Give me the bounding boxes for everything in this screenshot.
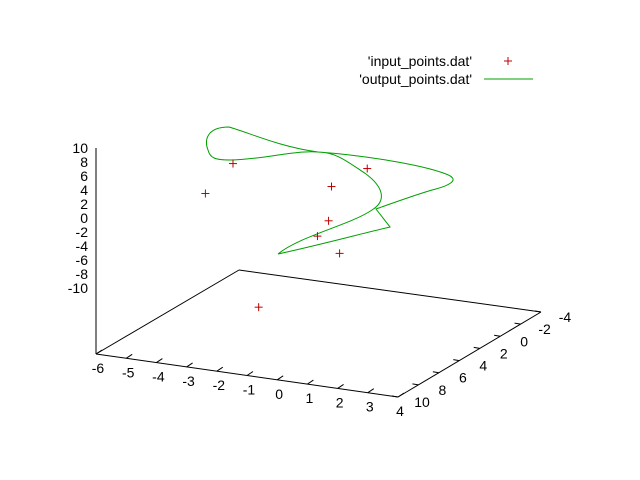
base-edge-back (238, 269, 542, 313)
y-tick-label: -2 (538, 321, 551, 337)
z-tick-label: -4 (76, 238, 89, 254)
z-tick-label: 4 (80, 182, 88, 198)
z-tick-label: 2 (80, 196, 88, 212)
output-points-curve (206, 126, 454, 255)
x-tick-label: 2 (336, 394, 344, 410)
legend: 'input_points.dat' 'output_points.dat' (359, 53, 533, 87)
input-point-marker (335, 249, 344, 258)
x-tick-label: 1 (306, 390, 314, 406)
y-tick-mark (514, 322, 521, 325)
x-tick-mark (156, 358, 163, 364)
base-edge-right (397, 311, 542, 398)
y-tick-mark (391, 395, 399, 398)
input-points (201, 159, 372, 312)
z-tick-label: -8 (76, 266, 89, 282)
y-tick-label: 6 (459, 370, 467, 386)
y-tick-mark (412, 383, 419, 386)
z-tick-label: 6 (80, 168, 88, 184)
y-tick-label: 4 (479, 358, 487, 374)
legend-label-input: 'input_points.dat' (368, 53, 472, 69)
z-tick-label: -2 (76, 224, 89, 240)
x-tick-mark (397, 392, 405, 398)
y-tick-label: 8 (439, 382, 447, 398)
y-tick-mark (494, 334, 501, 337)
x-axis-ticks: -6 -5 -4 -3 -2 -1 0 1 2 3 4 (92, 349, 405, 419)
input-point-marker (324, 216, 333, 225)
input-point-marker (201, 189, 210, 198)
z-tick-label: -10 (68, 280, 88, 296)
input-point-marker (363, 164, 372, 173)
x-tick-label: -3 (182, 373, 195, 389)
x-tick-mark (337, 383, 344, 389)
base-edge-left (95, 269, 240, 355)
legend-label-output: 'output_points.dat' (359, 71, 472, 87)
input-point-marker (228, 159, 237, 168)
x-tick-mark (186, 362, 193, 368)
y-tick-mark (473, 346, 480, 349)
legend-marker-input (504, 57, 512, 65)
x-tick-label: 4 (396, 403, 404, 419)
x-tick-label: -2 (213, 377, 226, 393)
x-tick-mark (216, 366, 224, 372)
x-tick-mark (307, 379, 314, 385)
y-tick-label: -4 (559, 309, 572, 325)
z-tick-label: 10 (72, 140, 88, 156)
x-tick-label: 3 (366, 399, 374, 415)
x-tick-mark (246, 371, 254, 376)
z-tick-label: 8 (80, 154, 88, 170)
x-tick-label: -1 (243, 382, 256, 398)
x-tick-label: -4 (152, 369, 165, 385)
y-tick-label: 10 (414, 394, 430, 410)
x-tick-mark (125, 353, 133, 359)
input-point-marker (254, 303, 263, 312)
y-tick-mark (432, 371, 439, 374)
y-tick-label: 2 (500, 345, 508, 361)
x-tick-label: -5 (122, 364, 135, 380)
z-tick-label: -6 (76, 252, 89, 268)
x-tick-mark (367, 388, 375, 394)
x-tick-mark (276, 375, 284, 381)
z-tick-label: 0 (80, 210, 88, 226)
y-tick-mark (453, 359, 460, 362)
input-point-marker (313, 232, 322, 241)
x-tick-mark (95, 349, 103, 355)
x-tick-label: 0 (275, 386, 283, 402)
y-tick-label: 0 (520, 333, 528, 349)
y-tick-mark (534, 310, 542, 313)
input-point-marker (327, 182, 336, 191)
x-tick-label: -6 (92, 360, 105, 376)
